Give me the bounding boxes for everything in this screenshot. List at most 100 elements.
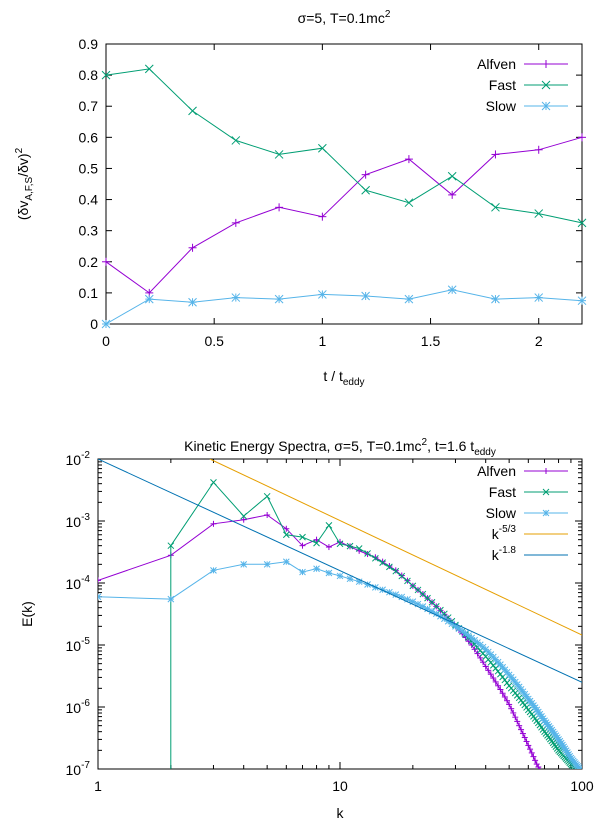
chart1-data-point (231, 136, 241, 145)
chart1-data-point (578, 133, 586, 142)
chart1-x-axis-label: t / teddy (323, 368, 364, 388)
chart2-data-point (501, 676, 509, 684)
chart2-data-point (372, 554, 379, 562)
chart2-data-point (240, 560, 248, 568)
chart2-series-line (209, 459, 582, 636)
chart2-y-tick-label: 10-7 (66, 760, 91, 778)
chart1-data-point (101, 70, 111, 80)
chart1-data-point (144, 64, 154, 74)
chart2-data-point (525, 742, 532, 749)
chart2-y-tick-label: 10-6 (66, 698, 91, 716)
chart2-data-point (346, 575, 354, 583)
chart2-data-point (499, 690, 506, 697)
chart2-data-point (577, 770, 583, 776)
chart2-data-point (398, 593, 406, 601)
chart1-data-point (188, 243, 197, 252)
chart2-data-point (386, 563, 393, 571)
chart2-x-tick-label: 10 (332, 778, 348, 794)
chart2-data-point (167, 595, 175, 603)
chart2-data-point (512, 714, 519, 721)
chart2-data-point (508, 705, 515, 712)
chart2-data-point (485, 667, 492, 674)
chart2-data-point (542, 776, 548, 782)
chart2-y-tick-label: 10-2 (66, 450, 91, 468)
chart2-data-point (523, 738, 530, 745)
chart2-data-point (518, 726, 525, 733)
chart1-data-point (102, 257, 110, 266)
chart2-data-point (578, 768, 582, 769)
chart2-legend-marker (543, 468, 549, 474)
chart1-data-point (231, 218, 240, 227)
chart2-data-point (492, 678, 499, 685)
chart1-data-point (274, 294, 284, 304)
chart2-data-point (355, 545, 363, 552)
chart1-data-point (491, 202, 500, 212)
chart1-y-tick-label: 0.7 (79, 98, 99, 114)
chart2-data-point (346, 542, 354, 550)
chart1-data-point (447, 171, 457, 181)
chart-energy-spectra: Kinetic Energy Spectra, σ=5, T=0.1mc2, t… (19, 437, 594, 821)
chart1-data-point (534, 293, 544, 302)
chart1-legend: Alfven Fast Slow (477, 56, 568, 114)
chart2-data-point (501, 693, 508, 700)
chart1-data-point (318, 143, 327, 153)
chart1-data-point (404, 294, 414, 304)
chart2-legend-label: Fast (489, 484, 516, 500)
chart2-series-k-5-3 (209, 459, 582, 636)
chart2-data-point (392, 567, 400, 575)
chart2-data-point (325, 544, 332, 551)
chart2-data-point (497, 686, 504, 693)
chart2-x-axis-label: k (337, 805, 345, 821)
chart2-data-point (474, 650, 481, 657)
chart1-data-point (274, 150, 284, 159)
chart1-x-tick-label: 0 (102, 333, 110, 349)
chart1-data-point (188, 297, 197, 307)
chart1-legend-marker (542, 60, 550, 68)
chart2-data-point (538, 770, 544, 776)
chart1-x-tick-label: 0.5 (204, 333, 224, 349)
chart1-legend-label: Slow (486, 98, 517, 114)
chart1-series (101, 64, 587, 329)
chart2-data-point (527, 746, 534, 753)
chart2-data-point (282, 531, 290, 539)
chart1-series-line (105, 68, 583, 224)
chart2-data-point (398, 572, 406, 580)
chart2-data-point (490, 675, 497, 682)
chart1-data-point (447, 285, 457, 295)
chart1-y-axis-label: (δvA,F,S/δv)2 (14, 147, 35, 220)
chart1-legend-marker (541, 101, 551, 111)
chart2-data-point (540, 773, 546, 779)
chart1-y-tick-label: 0.2 (79, 254, 99, 270)
chart1-data-point (101, 319, 111, 329)
chart1-series-line (105, 136, 583, 294)
chart1-data-point (188, 106, 197, 116)
chart2-data-point (263, 492, 271, 500)
chart2-data-point (577, 767, 582, 769)
chart2-data-point (495, 682, 502, 689)
chart2-x-tick-label: 1 (94, 778, 102, 794)
chart1-y-tick-label: 0.4 (79, 192, 99, 208)
chart-time-evolution: σ=5, T=0.1mc2 00.10.20.30.40.50.60.70.80… (14, 9, 587, 388)
chart2-data-point (240, 516, 247, 523)
chart1-x-tick-label: 2 (535, 333, 543, 349)
chart2-data-point (503, 679, 511, 687)
chart1-data-point (577, 296, 587, 306)
chart2-data-point (528, 749, 535, 756)
chart1-y-tick-label: 0.1 (79, 285, 99, 301)
chart2-data-point (578, 771, 584, 777)
chart2-data-point (313, 539, 320, 547)
chart2-data-point (283, 525, 290, 532)
chart1-x-tick-label: 1.5 (421, 333, 441, 349)
chart2-data-point (532, 757, 539, 764)
chart1-y-tick-label: 0.9 (79, 36, 99, 52)
chart2-data-point (482, 663, 489, 670)
chart2-data-point (539, 766, 541, 769)
chart2-title: Kinetic Energy Spectra, σ=5, T=0.1mc2, t… (184, 437, 496, 458)
chart1-series-fast (101, 64, 587, 228)
chart2-data-point (576, 765, 582, 769)
chart1-data-point (404, 155, 413, 164)
chart2-data-point (575, 768, 582, 769)
chart2-series (98, 459, 584, 782)
chart2-legend-label: k-1.8 (492, 545, 517, 563)
chart2-series-line (170, 481, 577, 769)
